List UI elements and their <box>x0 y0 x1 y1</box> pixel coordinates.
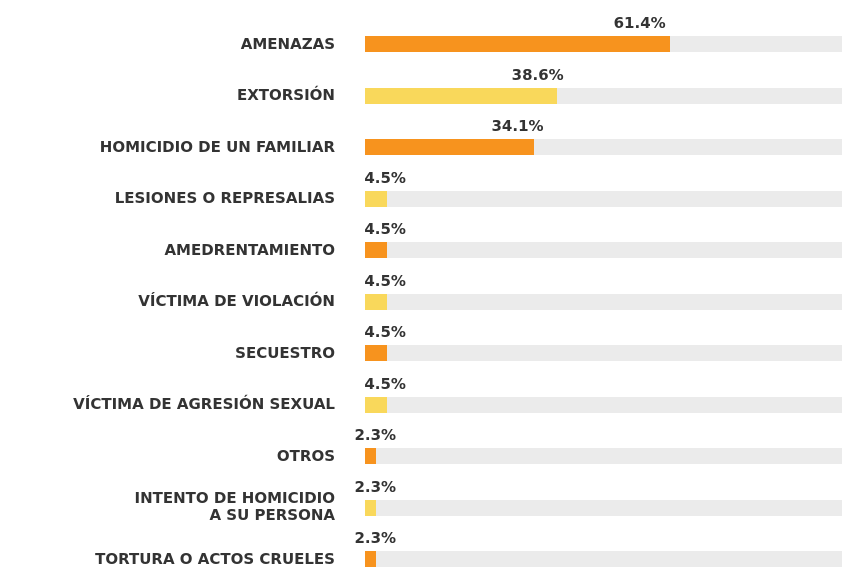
category-label: OTROS <box>276 446 335 465</box>
bar <box>365 396 388 413</box>
value-label: 4.5% <box>364 271 406 290</box>
bar-track <box>365 551 842 567</box>
value-label: 4.5% <box>364 220 406 238</box>
category-label: EXTORSIÓN <box>236 86 335 104</box>
bar <box>365 139 535 155</box>
bar <box>365 448 377 464</box>
bar-track <box>365 345 842 361</box>
category-label: AMENAZAS <box>240 34 335 53</box>
category-label: AMEDRENTAMIENTO <box>164 240 335 259</box>
bar <box>365 345 388 361</box>
value-label: 2.3% <box>354 477 397 496</box>
bar-track <box>365 396 842 413</box>
bar <box>365 36 671 52</box>
category-label: VÍCTIMA DE VIOLACIÓN <box>138 292 335 310</box>
bar <box>365 190 388 207</box>
bar-track <box>365 448 842 464</box>
value-label: 4.5% <box>364 323 406 341</box>
value-label: 34.1% <box>491 117 544 135</box>
bar <box>365 87 557 104</box>
value-label: 2.3% <box>354 426 397 444</box>
value-label: 2.3% <box>354 529 397 547</box>
category-label: TORTURA O ACTOS CRUELES <box>95 549 335 568</box>
category-label: VÍCTIMA DE AGRESIÓN SEXUAL <box>73 395 335 413</box>
value-label: 4.5% <box>364 168 406 187</box>
bar <box>365 293 388 310</box>
category-label: INTENTO DE HOMICIDIO A SU PERSONA <box>134 488 335 524</box>
bar <box>365 499 377 516</box>
bar-track <box>365 499 842 516</box>
value-label: 61.4% <box>613 14 666 32</box>
bar-track <box>365 293 842 310</box>
category-label: LESIONES O REPRESALIAS <box>114 189 335 207</box>
category-label: HOMICIDIO DE UN FAMILIAR <box>99 137 335 156</box>
bar <box>365 242 388 258</box>
value-label: 4.5% <box>364 374 406 393</box>
value-label: 38.6% <box>511 65 564 84</box>
bar-track <box>365 190 842 207</box>
bar-track <box>365 242 842 258</box>
bar <box>365 551 377 567</box>
category-label: SECUESTRO <box>235 343 335 362</box>
